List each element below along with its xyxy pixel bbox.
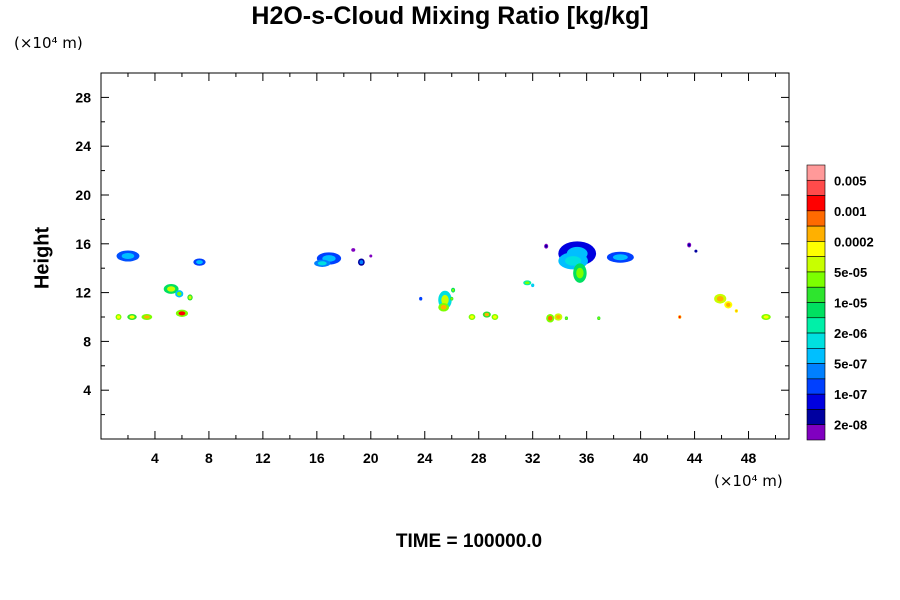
cloud-patch-core-23 [531,284,534,287]
cloud-patch-core-35 [678,315,681,319]
x-tick-label: 48 [741,450,757,466]
x-tick-label: 8 [205,450,213,466]
y-tick-label: 28 [75,89,91,105]
colorbar-label: 0.001 [834,204,867,219]
x-tick-label: 36 [579,450,595,466]
colorbar-swatch [806,271,826,288]
cloud-patch-core-36 [716,296,724,302]
cloud-patch-core-1 [196,260,203,265]
chart-title: H2O-s-Cloud Mixing Ratio [kg/kg] [251,2,649,30]
cloud-patch-core-16 [440,304,447,310]
x-tick-label: 28 [471,450,487,466]
colorbar-label: 0.0002 [834,234,874,249]
x-tick-label: 44 [687,450,703,466]
colorbar-label: 0.005 [834,173,867,188]
cloud-patch-core-19 [470,315,474,319]
cloud-patch-core-15 [441,294,449,305]
y-unit-label: (×10⁴ m) [14,34,83,52]
cloud-patch-core-38 [735,309,738,312]
x-unit-label: (×10⁴ m) [714,472,783,490]
y-tick-label: 16 [75,236,91,252]
cloud-patch-14 [419,296,423,301]
colorbar-label: 1e-07 [834,387,867,402]
y-tick-label: 24 [75,138,91,154]
cloud-patch-core-8 [177,291,182,296]
colorbar-swatch [806,225,826,242]
y-tick-label: 4 [83,382,91,398]
colorbar-swatch [806,164,826,181]
cloud-patch-core-26 [565,317,568,320]
cloud-patch-core-25 [556,314,561,320]
x-tick-label: 32 [525,450,541,466]
colorbar-swatch [806,363,826,380]
colorbar-swatch [806,393,826,410]
cloud-patch-core-10 [116,315,121,319]
x-tick-label: 24 [417,450,433,466]
colorbar-swatch [806,378,826,395]
colorbar-swatch [806,210,826,227]
cloud-patch-core-22 [525,281,530,285]
colorbar-swatch [806,348,826,364]
colorbar-swatch [806,317,826,334]
colorbar-swatch [806,302,826,319]
colorbar-swatch [806,332,826,349]
cloud-patch-core-17 [451,288,455,292]
cloud-patch-core-12 [143,315,150,319]
colorbar-label: 5e-07 [834,357,867,372]
cloud-patch-core-9 [188,295,192,300]
colorbar-swatch [806,241,826,257]
cloud-patch-core-24 [547,315,553,321]
y-tick-label: 12 [75,285,91,301]
cloud-patch-core-37 [726,302,731,307]
cloud-patch-core-21 [493,315,497,319]
cloud-patch-core-32 [612,254,628,261]
cloud-patch-core-3 [317,261,327,266]
y-tick-label: 8 [83,333,91,349]
cloud-patch-6 [369,254,373,258]
cloud-patch-core-30 [564,256,582,266]
cloud-patch-core-18 [450,297,453,300]
colorbar-label: 1e-05 [834,296,867,311]
cloud-patch-core-5 [359,260,364,265]
cloud-patch-core-31 [576,267,584,279]
colorbar-swatch [806,256,826,273]
cloud-patch-core-0 [121,252,135,260]
cloud-patch-core-28 [545,244,548,248]
cloud-patch-core-7 [167,286,176,292]
time-label: TIME = 100000.0 [395,531,543,552]
cloud-patch-core-33 [688,243,691,247]
colorbar-swatch [806,409,826,426]
cloud-patch-34 [694,249,698,253]
plot-frame [100,72,790,440]
x-tick-label: 4 [151,450,159,466]
colorbar-swatch [806,195,826,212]
colorbar-label: 2e-06 [834,326,867,341]
cloud-patch-core-11 [129,315,135,319]
cloud-patch-core-39 [763,315,769,319]
colorbar-swatch [806,424,826,441]
cloud-patch-core-13 [178,311,186,316]
colorbar-label: 2e-08 [834,418,867,433]
x-tick-label: 12 [255,450,271,466]
colorbar-label: 5e-05 [834,265,867,280]
colorbar-swatch [806,286,826,303]
colorbar-swatch [806,179,826,196]
cloud-patch-4 [351,248,356,252]
x-tick-label: 40 [633,450,649,466]
y-tick-label: 20 [75,187,91,203]
x-tick-label: 16 [309,450,325,466]
cloud-patch-core-27 [597,317,600,320]
cloud-patch-core-20 [484,312,490,317]
x-tick-label: 20 [363,450,379,466]
